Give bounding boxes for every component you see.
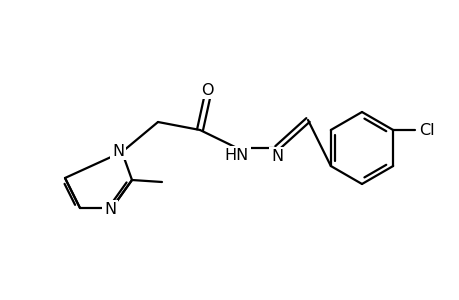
Text: O: O [200, 82, 213, 98]
Text: N: N [270, 148, 282, 164]
Text: N: N [104, 202, 116, 217]
Text: N: N [112, 143, 124, 158]
Text: Cl: Cl [419, 122, 434, 137]
Text: HN: HN [224, 148, 249, 163]
